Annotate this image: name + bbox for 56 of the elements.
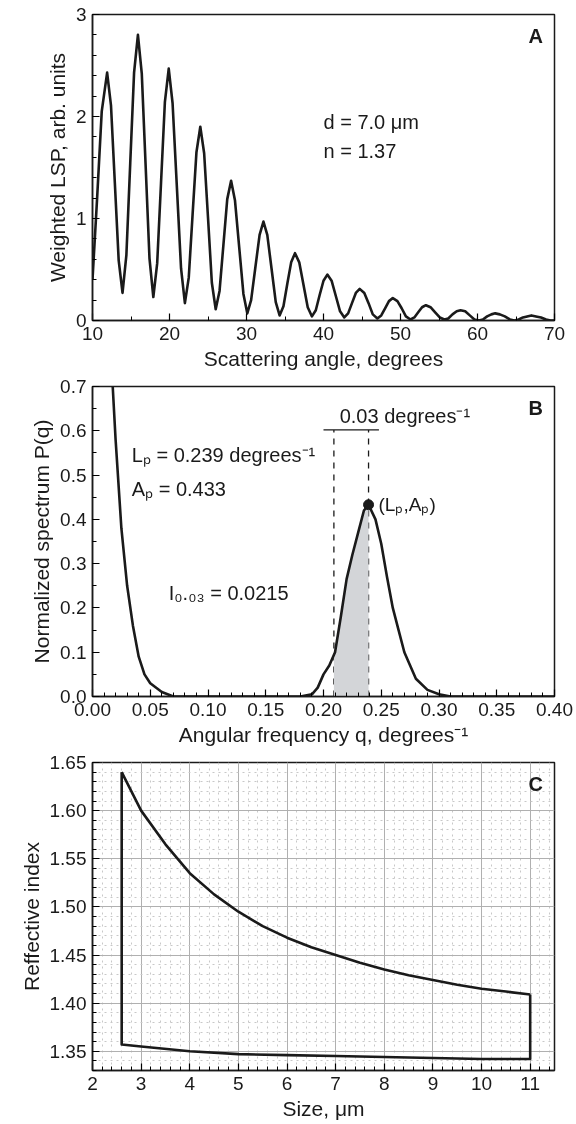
y-tick-label: 0.4 — [60, 508, 87, 530]
annotation: d = 7.0 μm — [323, 110, 419, 133]
x-tick-label: 0.40 — [536, 698, 573, 720]
x-tick-label: 60 — [466, 322, 489, 344]
x-axis-title: Size, μm — [282, 1096, 365, 1120]
x-tick-label: 9 — [427, 1072, 439, 1094]
x-axis-title: Angular frequency q, degrees⁻¹ — [178, 722, 469, 746]
x-tick-label: 0.25 — [362, 698, 400, 720]
annotation: Aₚ = 0.433 — [131, 477, 226, 501]
x-tick-label: 3 — [135, 1072, 147, 1094]
x-tick-label: 8 — [379, 1072, 390, 1094]
x-tick-label: 5 — [233, 1072, 244, 1094]
annotation: I₀.₀₃ = 0.0215 — [168, 581, 289, 604]
y-tick-label: 0.2 — [60, 597, 87, 619]
text: B — [528, 397, 543, 420]
annotation: n = 1.37 — [323, 139, 397, 162]
y-tick-label: 1.65 — [49, 752, 87, 773]
y-tick-label: 0.6 — [60, 420, 87, 442]
y-tick-label: 0.1 — [60, 641, 87, 663]
y-tick-label: 1.60 — [49, 800, 87, 822]
y-axis-title: Reffective index — [19, 841, 43, 992]
x-tick-label: 40 — [312, 322, 335, 344]
y-tick-label: 0.3 — [60, 553, 87, 575]
x-tick-label: 0.35 — [478, 698, 516, 720]
y-tick-label: 1.55 — [49, 848, 87, 870]
x-tick-label: 50 — [389, 322, 412, 344]
y-axis-title: Weighted LSP, arb. units — [45, 52, 69, 283]
text: A — [528, 24, 543, 47]
text: C — [528, 773, 543, 796]
x-tick-label: 30 — [235, 322, 258, 344]
x-tick-label: 6 — [281, 1072, 293, 1094]
y-tick-label: 2 — [75, 106, 87, 127]
annotation: 0.03 degrees⁻¹ — [339, 404, 471, 427]
x-tick-label: 0.30 — [420, 698, 458, 720]
y-tick-label: 0.5 — [60, 464, 87, 486]
x-tick-label: 0.20 — [305, 698, 342, 720]
x-tick-label: 0.05 — [131, 698, 169, 720]
x-tick-label: 4 — [184, 1072, 196, 1094]
y-tick-label: 0.7 — [60, 376, 87, 397]
y-tick-label: 1.40 — [49, 992, 87, 1014]
y-tick-label: 1.50 — [49, 896, 87, 918]
y-axis-title: Normalized spectrum P(q) — [30, 419, 54, 664]
annotation: Lₚ = 0.239 degrees⁻¹ — [131, 443, 316, 467]
y-tick-label: 1.35 — [49, 1040, 87, 1062]
y-tick-label: 1 — [75, 208, 87, 229]
x-axis-title: Scattering angle, degrees — [203, 346, 444, 370]
annotation: (Lₚ,Aₚ) — [378, 494, 436, 517]
x-tick-label: 10 — [470, 1072, 493, 1094]
y-tick-label: 1.45 — [49, 944, 87, 966]
x-tick-label: 20 — [158, 322, 181, 344]
x-tick-label: 0.10 — [189, 698, 227, 720]
x-tick-label: 11 — [520, 1072, 541, 1094]
x-tick-label: 7 — [330, 1072, 341, 1094]
x-tick-label: 70 — [543, 322, 566, 344]
x-tick-label: 0.15 — [247, 698, 285, 720]
y-tick-label: 3 — [75, 4, 87, 25]
